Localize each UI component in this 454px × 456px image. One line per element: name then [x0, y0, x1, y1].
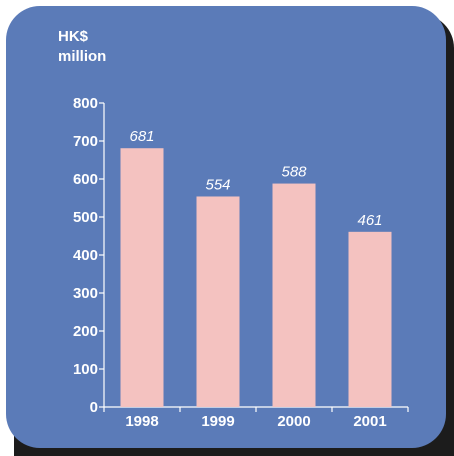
- bar-1999: [196, 196, 240, 407]
- y-tick-label: 800: [73, 95, 98, 112]
- y-tick-label: 700: [73, 133, 98, 150]
- x-tick-label-2000: 2000: [277, 413, 310, 430]
- y-tick-label: 600: [73, 171, 98, 188]
- value-label-1999: 554: [205, 176, 230, 193]
- value-label-2001: 461: [357, 212, 382, 229]
- y-tick-label: 500: [73, 209, 98, 226]
- x-tick-label-1998: 1998: [125, 413, 158, 430]
- y-axis-unit-line-1: HK$: [58, 28, 89, 45]
- y-tick-label: 300: [73, 285, 98, 302]
- y-tick-label: 400: [73, 247, 98, 264]
- y-tick-label: 0: [90, 399, 98, 416]
- bar-2001: [348, 231, 392, 407]
- x-tick-label-2001: 2001: [353, 413, 386, 430]
- bar-2000: [272, 183, 316, 407]
- y-axis-unit-line-2: million: [58, 48, 107, 65]
- value-label-2000: 588: [281, 164, 307, 181]
- value-label-1998: 681: [129, 128, 154, 145]
- y-tick-label: 200: [73, 323, 98, 340]
- y-tick-label: 100: [73, 361, 98, 378]
- bar-1998: [120, 148, 164, 407]
- x-tick-label-1999: 1999: [201, 413, 234, 430]
